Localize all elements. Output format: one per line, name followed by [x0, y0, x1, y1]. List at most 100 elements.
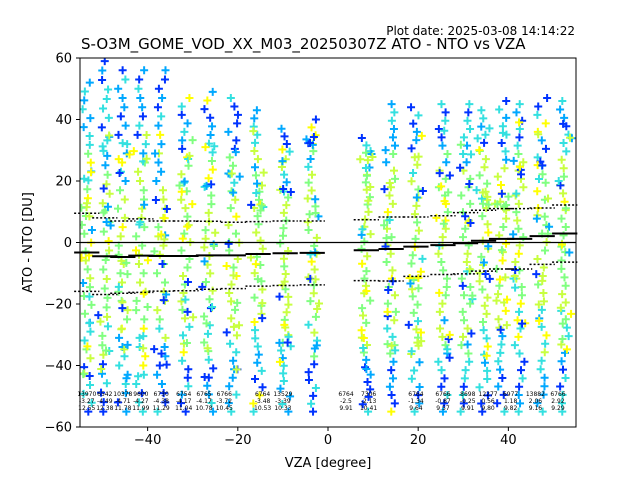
scatter-point	[136, 93, 145, 102]
scatter-point	[99, 407, 108, 416]
scatter-point	[277, 124, 286, 133]
scatter-point	[410, 153, 419, 162]
scatter-point	[232, 390, 241, 399]
scatter-point	[105, 189, 114, 198]
scatter-point	[200, 312, 209, 321]
scatter-point	[473, 134, 482, 143]
scatter-point	[495, 275, 504, 284]
scatter-point	[278, 157, 287, 166]
bin-stat-label: -3.27	[79, 398, 95, 405]
scatter-point	[177, 246, 186, 255]
scatter-point	[101, 161, 110, 170]
scatter-point	[286, 392, 295, 401]
scatter-point	[258, 383, 267, 392]
scatter-point	[104, 237, 113, 246]
scatter-point	[235, 172, 244, 181]
scatter-point	[310, 360, 319, 369]
scatter-point	[554, 177, 563, 186]
bin-stat-label: 7306	[361, 391, 376, 398]
bin-stat-label: 10378	[113, 391, 132, 398]
scatter-point	[483, 192, 492, 201]
scatter-point	[357, 244, 366, 253]
scatter-point	[177, 102, 186, 111]
scatter-point	[80, 87, 89, 96]
scatter-point	[115, 361, 124, 370]
scatter-point	[458, 307, 467, 316]
scatter-point	[249, 407, 258, 416]
scatter-point	[466, 219, 475, 228]
scatter-point	[414, 185, 423, 194]
scatter-point	[466, 125, 475, 134]
scatter-point	[102, 346, 111, 355]
scatter-point	[437, 382, 446, 391]
bin-stat-label: -1.34	[408, 398, 424, 405]
plot-title: S-O3M_GOME_VOD_XX_M03_20250307Z ATO - NT…	[81, 35, 526, 53]
scatter-point	[161, 398, 170, 407]
scatter-point	[502, 214, 511, 223]
scatter-point	[308, 170, 317, 179]
scatter-point	[85, 140, 94, 149]
scatter-point	[185, 322, 194, 331]
bin-stat-label: 0.56	[481, 398, 495, 405]
scatter-point	[233, 110, 242, 119]
scatter-point	[86, 327, 95, 336]
scatter-point	[155, 250, 164, 259]
scatter-point	[309, 407, 318, 416]
scatter-point	[154, 223, 163, 232]
scatter-point	[383, 208, 392, 217]
scatter-series-bin	[80, 78, 96, 416]
scatter-point	[282, 308, 291, 317]
scatter-point	[159, 389, 168, 398]
scatter-point	[277, 346, 286, 355]
scatter-point	[114, 84, 123, 93]
scatter-point	[250, 146, 259, 155]
scatter-point	[279, 231, 288, 240]
scatter-point	[98, 360, 107, 369]
scatter-point	[441, 291, 450, 300]
scatter-point	[284, 407, 293, 416]
scatter-point	[80, 389, 88, 398]
scatter-point	[137, 389, 146, 398]
scatter-point	[511, 283, 520, 292]
scatter-point	[361, 363, 370, 372]
scatter-point	[440, 197, 449, 206]
scatter-point	[461, 212, 470, 221]
scatter-point	[229, 263, 238, 272]
scatter-point	[202, 181, 211, 190]
scatter-point	[475, 277, 484, 286]
bin-stat-label: 6542	[97, 391, 112, 398]
scatter-point	[460, 316, 469, 325]
scatter-point	[536, 365, 545, 374]
scatter-series-bin	[472, 106, 494, 416]
scatter-point	[189, 313, 198, 322]
scatter-point	[441, 341, 450, 350]
scatter-point	[180, 127, 189, 136]
scatter-point	[460, 374, 469, 383]
scatter-point	[406, 279, 415, 288]
scatter-point	[311, 131, 320, 140]
scatter-point	[178, 356, 187, 365]
scatter-point	[254, 350, 263, 359]
scatter-point	[279, 377, 288, 386]
scatter-point	[250, 163, 259, 172]
scatter-point	[155, 324, 164, 333]
scatter-point	[557, 264, 566, 273]
scatter-point	[385, 382, 394, 391]
scatter-point	[465, 179, 474, 188]
scatter-point	[257, 366, 266, 375]
scatter-point	[387, 366, 396, 375]
scatter-point	[500, 202, 509, 211]
scatter-point	[180, 229, 189, 238]
scatter-point	[231, 305, 240, 314]
scatter-point	[479, 318, 488, 327]
scatter-point	[562, 345, 571, 354]
scatter-point	[307, 399, 316, 408]
scatter-point	[117, 325, 126, 334]
scatter-point	[183, 307, 192, 316]
scatter-point	[120, 195, 129, 204]
scatter-point	[534, 300, 543, 309]
scatter-point	[475, 171, 484, 180]
scatter-point	[80, 253, 86, 262]
scatter-point	[480, 358, 489, 367]
scatter-point	[484, 228, 493, 237]
